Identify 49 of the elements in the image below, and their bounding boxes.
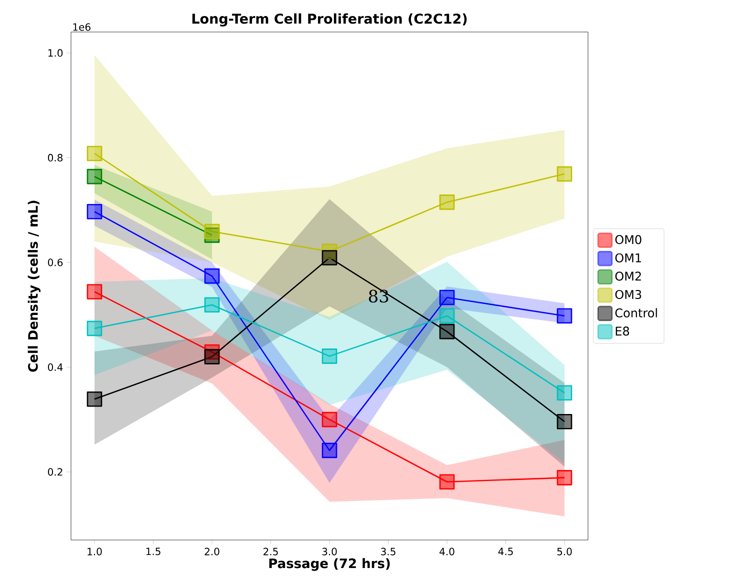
- point: [556, 470, 572, 486]
- point: [322, 412, 338, 428]
- point: [322, 250, 338, 266]
- legend-label: Control: [615, 308, 657, 318]
- point: [556, 414, 572, 430]
- legend-label: OM2: [615, 272, 641, 281]
- chart-title: Long-Term Cell Proliferation (C2C12): [192, 13, 467, 26]
- point: [86, 320, 102, 336]
- point: [204, 268, 220, 284]
- point: [322, 442, 338, 458]
- point: [439, 290, 455, 306]
- point: [204, 349, 220, 364]
- point: [556, 308, 572, 324]
- x-tick-label: 5.0: [557, 548, 572, 556]
- point: [556, 385, 572, 400]
- point: [439, 324, 455, 340]
- point: [204, 297, 220, 313]
- point: [439, 194, 455, 210]
- point: [556, 166, 572, 182]
- y-tick-label: 0.2: [48, 468, 62, 476]
- point: [86, 284, 102, 300]
- y-tick-label: 0.6: [48, 258, 63, 266]
- point: [439, 474, 455, 490]
- x-tick-label: 2.0: [204, 548, 220, 556]
- x-axis-title: Passage (72 hrs): [269, 558, 390, 571]
- point: [322, 348, 338, 364]
- legend-label: E8: [616, 326, 630, 336]
- x-tick-label: 1.0: [88, 548, 102, 556]
- y-tick-label: 1.0: [48, 49, 63, 57]
- legend-label: OM1: [615, 253, 641, 262]
- legend-label: OM3: [615, 290, 642, 300]
- point: [86, 168, 102, 184]
- point: [86, 204, 102, 220]
- x-tick-label: 1.5: [146, 548, 160, 556]
- point: [86, 146, 102, 162]
- x-tick-label: 2.5: [264, 548, 278, 556]
- point: [86, 391, 102, 407]
- y-tick-label: 0.8: [48, 154, 63, 162]
- y-tick-label: 0.4: [48, 363, 63, 371]
- x-tick-label: 4.5: [498, 548, 513, 556]
- point: [439, 308, 455, 324]
- x-tick-label: 4.0: [440, 548, 454, 556]
- legend-label: OM0: [615, 235, 642, 244]
- point: [204, 224, 220, 240]
- x-tick-label: 3.5: [381, 548, 396, 556]
- x-tick-label: 3.0: [322, 548, 337, 556]
- annotation: 83: [368, 290, 388, 303]
- text: 1e6: [73, 23, 90, 31]
- y-axis-title: Cell Density (cells / mL): [28, 200, 40, 372]
